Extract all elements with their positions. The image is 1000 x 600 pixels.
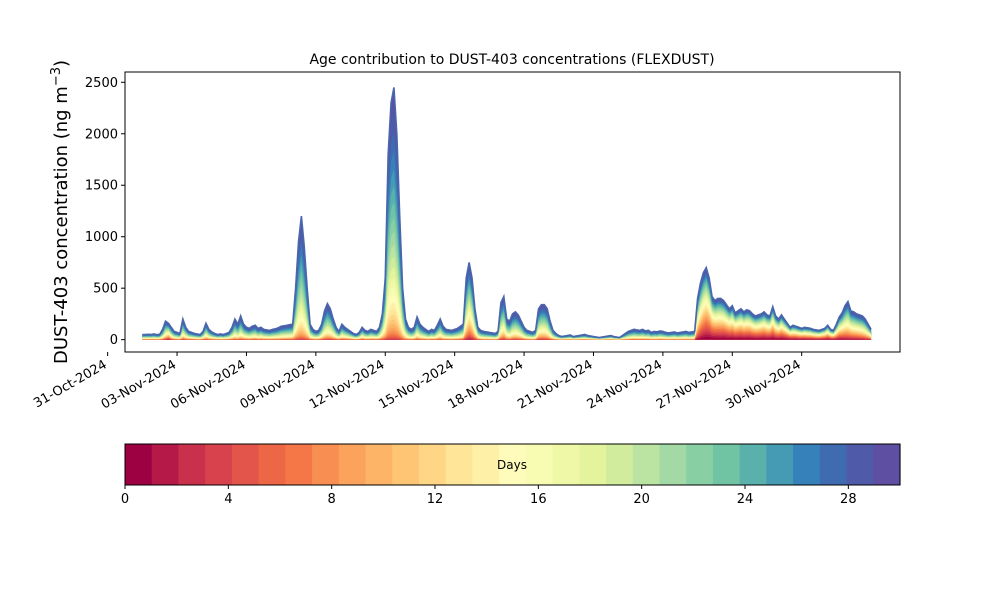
colorbar-swatch (499, 444, 527, 485)
x-tick-label: 21-Nov-2024 (515, 357, 595, 412)
x-tick-label: 31-Oct-2024 (31, 357, 109, 411)
plot-background (125, 72, 900, 352)
colorbar-swatch (819, 444, 848, 485)
x-tick-label: 24-Nov-2024 (585, 357, 665, 412)
age-band-2 (142, 331, 872, 340)
colorbar-label: Days (497, 458, 527, 472)
x-tick-label: 03-Nov-2024 (99, 357, 179, 412)
x-tick-label: 15-Nov-2024 (376, 357, 456, 412)
colorbar-swatch (365, 444, 393, 485)
colorbar-tick-label: 16 (530, 492, 547, 507)
colorbar-tick-label: 0 (121, 492, 129, 507)
colorbar-swatch (686, 444, 714, 485)
y-tick-label: 2000 (85, 127, 118, 142)
x-tick-label: 18-Nov-2024 (446, 357, 526, 412)
colorbar-swatch (659, 444, 687, 485)
age-band-1 (142, 334, 872, 340)
x-axis: 31-Oct-202403-Nov-202406-Nov-202409-Nov-… (31, 352, 804, 412)
y-tick-label: 500 (93, 282, 118, 297)
colorbar-swatch (338, 444, 367, 485)
colorbar-swatch (178, 444, 206, 485)
colorbar-swatch (552, 444, 580, 485)
colorbar-swatch (151, 444, 180, 485)
colorbar-swatch (579, 444, 607, 485)
x-tick-label: 12-Nov-2024 (307, 357, 387, 412)
colorbar-swatch (873, 444, 901, 485)
colorbar-swatch (445, 444, 474, 485)
x-tick-label: 09-Nov-2024 (238, 357, 318, 412)
colorbar-swatch (231, 444, 260, 485)
y-axis: 0 500 1000 1500 2000 2500 (85, 76, 125, 348)
total-concentration-line (142, 87, 872, 339)
plot-frame (124, 71, 901, 353)
y-axis-label: DUST-403 concentration (ng m−3) (49, 60, 72, 364)
x-tick-label: 06-Nov-2024 (168, 357, 248, 412)
colorbar-swatch (525, 444, 554, 485)
colorbar-swatch (739, 444, 767, 485)
plot-area (124, 71, 901, 353)
colorbar-tick-label: 12 (427, 492, 444, 507)
colorbar-swatch (205, 444, 233, 485)
svg-text:DUST-403 concentration (ng m−3: DUST-403 concentration (ng m−3) (49, 60, 72, 364)
y-axis-label-superscript: −3 (49, 67, 64, 86)
colorbar-swatch (418, 444, 447, 485)
colorbar-tick-label: 24 (737, 492, 754, 507)
colorbar-frame (124, 443, 901, 486)
y-tick-label: 1500 (85, 179, 118, 194)
colorbar-swatch (472, 444, 500, 485)
colorbar-swatch (766, 444, 794, 485)
colorbar-swatch (125, 444, 153, 485)
colorbar-tick-label: 28 (840, 492, 857, 507)
chart-title: Age contribution to DUST-403 concentrati… (309, 52, 714, 68)
x-tick-label: 27-Nov-2024 (654, 357, 734, 412)
colorbar-swatch (712, 444, 741, 485)
colorbar-swatch (258, 444, 286, 485)
y-tick-label: 2500 (85, 76, 118, 91)
colorbar-swatch (606, 444, 634, 485)
colorbar-swatch (285, 444, 313, 485)
age-band-0 (142, 336, 872, 340)
y-tick-label: 1000 (85, 230, 118, 245)
colorbar-swatch (312, 444, 340, 485)
x-tick-label: 30-Nov-2024 (723, 357, 803, 412)
colorbar-tick-label: 8 (328, 492, 336, 507)
colorbar-swatch (392, 444, 420, 485)
y-axis-label-text: DUST-403 concentration (ng m (51, 86, 72, 364)
y-tick-label: 0 (110, 333, 118, 348)
y-axis-label-close: ) (51, 60, 72, 67)
colorbar-swatch (632, 444, 661, 485)
colorbar-swatch (793, 444, 821, 485)
colorbar-tick-label: 20 (633, 492, 650, 507)
colorbar-swatch (846, 444, 874, 485)
colorbar: 0 4 8 12 16 20 24 28 (121, 443, 901, 507)
age-band-17 (142, 267, 872, 340)
colorbar-tick-label: 4 (224, 492, 232, 507)
